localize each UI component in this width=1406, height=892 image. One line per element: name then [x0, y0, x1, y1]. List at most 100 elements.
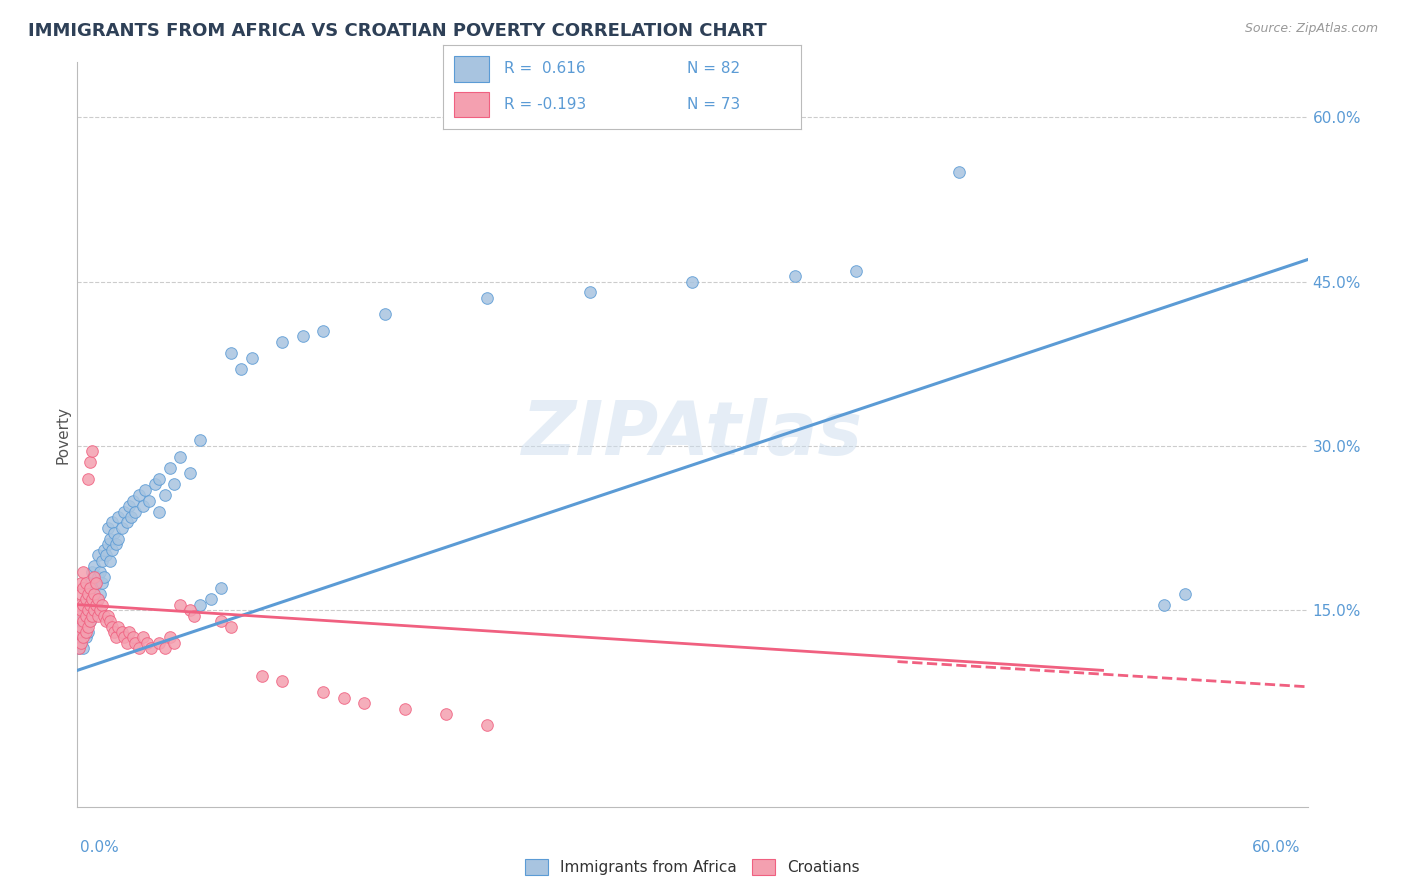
Point — [75, 592, 97, 607]
Point — [148, 636, 170, 650]
Point — [179, 466, 201, 480]
Point — [97, 521, 120, 535]
Point — [374, 307, 396, 321]
Point — [477, 291, 499, 305]
Point — [79, 598, 101, 612]
Text: R = -0.193: R = -0.193 — [503, 97, 586, 112]
Point — [89, 587, 111, 601]
Point — [682, 275, 704, 289]
Point — [107, 510, 129, 524]
Point — [76, 587, 98, 601]
Point — [105, 631, 128, 645]
Point — [83, 559, 105, 574]
Point — [72, 614, 94, 628]
Point — [70, 619, 93, 633]
Point — [132, 631, 155, 645]
Point — [143, 477, 166, 491]
Point — [209, 614, 232, 628]
Point — [84, 575, 107, 590]
Point — [75, 592, 97, 607]
Point — [70, 587, 93, 601]
Point — [948, 165, 970, 179]
Point — [783, 268, 806, 283]
Point — [84, 575, 107, 590]
Point — [84, 598, 107, 612]
Point — [188, 598, 212, 612]
Point — [148, 472, 170, 486]
Point — [169, 598, 191, 612]
Point — [67, 625, 90, 640]
Point — [97, 537, 120, 551]
Point — [136, 636, 159, 650]
Point — [179, 603, 201, 617]
Point — [291, 329, 314, 343]
Point — [79, 575, 101, 590]
Point — [67, 608, 90, 623]
Point — [394, 701, 416, 715]
Point — [105, 537, 128, 551]
Point — [97, 608, 120, 623]
Point — [87, 608, 110, 623]
Point — [1174, 587, 1197, 601]
Point — [79, 455, 101, 469]
Point — [163, 477, 186, 491]
Point — [219, 619, 242, 633]
Point — [75, 625, 97, 640]
Point — [72, 581, 94, 595]
Point — [117, 499, 139, 513]
Point — [80, 592, 103, 607]
Point — [98, 532, 121, 546]
Point — [72, 631, 94, 645]
Point — [120, 510, 142, 524]
Point — [80, 565, 103, 579]
Point — [76, 598, 98, 612]
Point — [75, 575, 97, 590]
Point — [188, 434, 212, 448]
Point — [67, 598, 90, 612]
Point — [107, 532, 129, 546]
Point — [83, 570, 105, 584]
Y-axis label: Poverty: Poverty — [55, 406, 70, 464]
Point — [124, 504, 146, 518]
Point — [148, 504, 170, 518]
Point — [79, 592, 101, 607]
Point — [90, 598, 114, 612]
Point — [98, 614, 121, 628]
Text: 60.0%: 60.0% — [1253, 840, 1301, 855]
Point — [101, 619, 124, 633]
Point — [72, 565, 94, 579]
Point — [87, 549, 110, 563]
Point — [90, 575, 114, 590]
Point — [79, 614, 101, 628]
Text: 0.0%: 0.0% — [80, 840, 120, 855]
Point — [70, 575, 93, 590]
Point — [333, 690, 356, 705]
Point — [250, 669, 273, 683]
Point — [75, 631, 97, 645]
Point — [70, 603, 93, 617]
Point — [98, 554, 121, 568]
Point — [93, 608, 115, 623]
Point — [67, 641, 90, 656]
Point — [271, 674, 294, 689]
Point — [159, 460, 181, 475]
Point — [159, 631, 181, 645]
Text: Source: ZipAtlas.com: Source: ZipAtlas.com — [1244, 22, 1378, 36]
Point — [117, 625, 139, 640]
Point — [79, 581, 101, 595]
Point — [94, 614, 117, 628]
Point — [271, 334, 294, 349]
Point — [72, 603, 94, 617]
Point — [114, 631, 136, 645]
Point — [312, 685, 335, 699]
Point — [436, 707, 458, 722]
Point — [87, 592, 110, 607]
Point — [83, 603, 105, 617]
Point — [111, 625, 134, 640]
Point — [312, 324, 335, 338]
Point — [80, 444, 103, 458]
Point — [84, 598, 107, 612]
Point — [75, 608, 97, 623]
Point — [114, 504, 136, 518]
Point — [240, 351, 263, 366]
